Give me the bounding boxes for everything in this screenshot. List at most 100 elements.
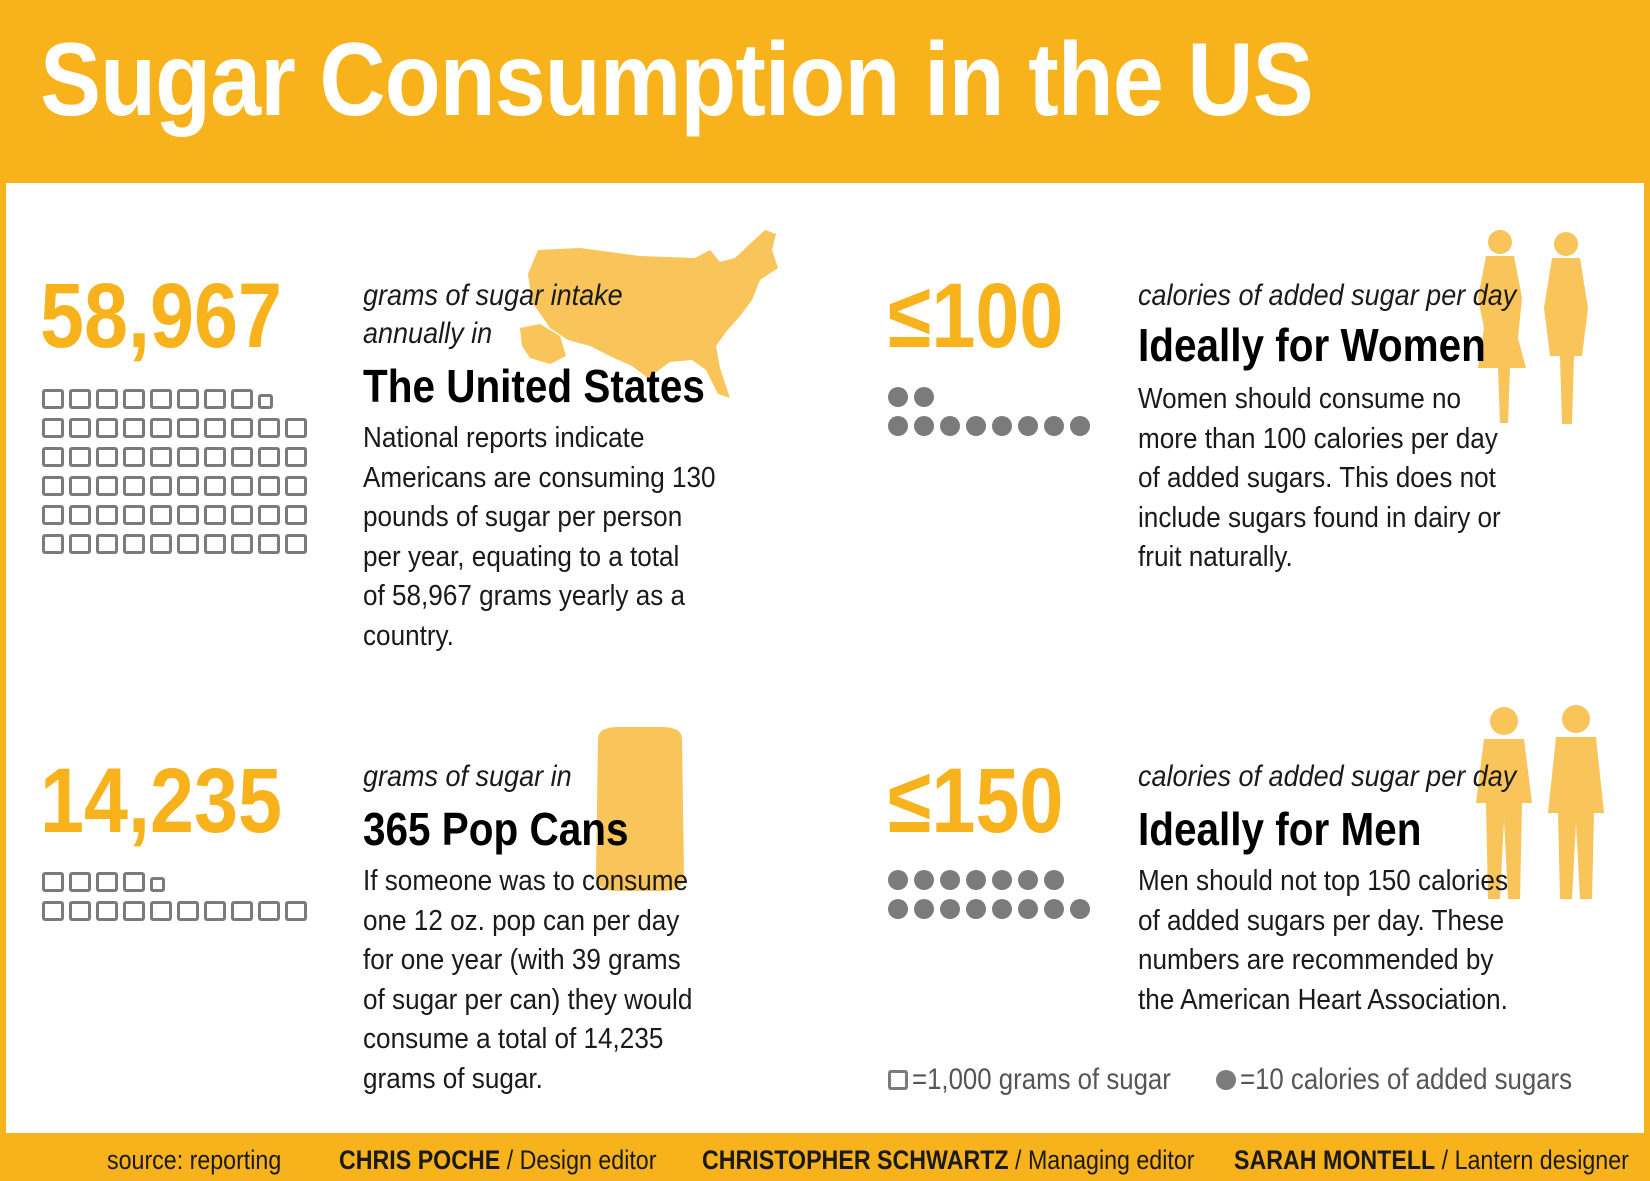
women-body: Women should consume no more than 100 ca… bbox=[1138, 383, 1501, 573]
calorie-dot-icon bbox=[914, 870, 934, 890]
page-title: Sugar Consumption in the US bbox=[40, 22, 1314, 138]
sugar-square-icon bbox=[150, 447, 172, 467]
men-silhouette-icon bbox=[1476, 705, 1604, 899]
sugar-square-icon bbox=[42, 418, 64, 438]
sugar-square-icon bbox=[69, 872, 91, 892]
credit-1-role: / Design editor bbox=[500, 1145, 657, 1175]
pop-body: If someone was to consume one 12 oz. pop… bbox=[363, 865, 693, 1095]
sugar-square-icon bbox=[123, 476, 145, 496]
calorie-dot-icon bbox=[888, 416, 908, 436]
calorie-dot-icon bbox=[966, 899, 986, 919]
sugar-square-icon bbox=[258, 418, 280, 438]
sugar-square-icon bbox=[96, 534, 118, 554]
sugar-square-icon bbox=[231, 389, 253, 409]
sugar-square-icon bbox=[231, 901, 253, 921]
sugar-square-icon bbox=[123, 505, 145, 525]
sugar-square-icon bbox=[69, 418, 91, 438]
sugar-square-icon bbox=[42, 389, 64, 409]
sugar-square-icon bbox=[204, 476, 226, 496]
women-silhouette-icon bbox=[1478, 230, 1588, 424]
calorie-dot-icon bbox=[992, 416, 1012, 436]
sugar-square-icon bbox=[150, 505, 172, 525]
sugar-square-icon bbox=[123, 534, 145, 554]
dot-row bbox=[888, 899, 1090, 919]
square-row bbox=[42, 534, 307, 554]
sugar-square-icon bbox=[231, 534, 253, 554]
calorie-dot-icon bbox=[1044, 416, 1064, 436]
sugar-square-icon bbox=[150, 418, 172, 438]
sugar-square-icon bbox=[285, 418, 307, 438]
square-row bbox=[42, 872, 307, 892]
sugar-square-icon bbox=[258, 476, 280, 496]
square-row bbox=[42, 505, 307, 525]
calorie-dot-icon bbox=[966, 870, 986, 890]
men-subtitle: calories of added sugar per day bbox=[1138, 760, 1517, 793]
calorie-dot-icon bbox=[888, 899, 908, 919]
women-subtitle: calories of added sugar per day bbox=[1138, 279, 1517, 312]
sugar-square-icon bbox=[42, 505, 64, 525]
square-row bbox=[42, 901, 307, 921]
sugar-square-icon bbox=[69, 901, 91, 921]
women-heading: Ideally for Women bbox=[1138, 319, 1486, 371]
sugar-square-icon bbox=[96, 505, 118, 525]
sugar-square-icon bbox=[123, 872, 145, 892]
calorie-dot-icon bbox=[888, 870, 908, 890]
us-subtitle-1: grams of sugar intake bbox=[363, 279, 623, 312]
calorie-dot-icon bbox=[1070, 899, 1090, 919]
legend-dot: =10 calories of added sugars bbox=[1216, 1063, 1626, 1097]
calorie-dot-icon bbox=[992, 899, 1012, 919]
us-value: 58,967 bbox=[40, 265, 282, 367]
legend-square-label: =1,000 grams of sugar bbox=[912, 1063, 1171, 1096]
sugar-square-icon bbox=[204, 505, 226, 525]
content-panel bbox=[6, 183, 1644, 1133]
sugar-square-icon bbox=[177, 389, 199, 409]
sugar-square-icon bbox=[96, 901, 118, 921]
dot-row bbox=[888, 416, 1090, 436]
calorie-dot-icon bbox=[1018, 416, 1038, 436]
sugar-square-icon bbox=[177, 447, 199, 467]
legend-square-icon bbox=[888, 1070, 908, 1090]
credit-2-role: / Managing editor bbox=[1008, 1145, 1195, 1175]
sugar-square-icon bbox=[177, 901, 199, 921]
footer-credit-1: CHRIS POCHE / Design editor bbox=[339, 1142, 656, 1178]
sugar-square-icon bbox=[123, 389, 145, 409]
sugar-square-icon bbox=[150, 476, 172, 496]
sugar-square-icon bbox=[150, 534, 172, 554]
sugar-square-icon bbox=[42, 872, 64, 892]
footer: source: reporting CHRIS POCHE / Design e… bbox=[0, 1142, 1650, 1178]
women-calorie-dots bbox=[888, 387, 1090, 436]
sugar-square-icon bbox=[123, 418, 145, 438]
us-body: National reports indicate Americans are … bbox=[363, 422, 716, 652]
sugar-square-icon bbox=[258, 901, 280, 921]
footer-credit-2: CHRISTOPHER SCHWARTZ / Managing editor bbox=[702, 1142, 1194, 1178]
sugar-square-icon bbox=[42, 901, 64, 921]
footer-credit-3: SARAH MONTELL / Lantern designer bbox=[1234, 1142, 1629, 1178]
us-sugar-squares bbox=[42, 389, 307, 554]
pop-heading: 365 Pop Cans bbox=[363, 803, 629, 855]
calorie-dot-icon bbox=[888, 387, 908, 407]
legend-dot-label: =10 calories of added sugars bbox=[1240, 1063, 1573, 1096]
calorie-dot-icon bbox=[940, 870, 960, 890]
sugar-square-icon bbox=[69, 389, 91, 409]
sugar-square-icon bbox=[96, 872, 118, 892]
women-value: ≤100 bbox=[888, 265, 1064, 367]
square-row bbox=[42, 389, 307, 409]
calorie-dot-icon bbox=[1018, 870, 1038, 890]
pop-subtitle: grams of sugar in bbox=[363, 760, 572, 793]
sugar-square-icon bbox=[69, 447, 91, 467]
calorie-dot-icon bbox=[992, 870, 1012, 890]
calorie-dot-icon bbox=[914, 387, 934, 407]
sugar-square-icon bbox=[258, 505, 280, 525]
dot-row bbox=[888, 387, 1090, 407]
sugar-square-icon bbox=[204, 389, 226, 409]
credit-3-name: SARAH MONTELL bbox=[1234, 1145, 1436, 1175]
sugar-square-icon bbox=[177, 418, 199, 438]
footer-source: source: reporting bbox=[107, 1145, 282, 1175]
sugar-square-icon bbox=[69, 505, 91, 525]
calorie-dot-icon bbox=[1018, 899, 1038, 919]
sugar-square-icon bbox=[231, 505, 253, 525]
square-row bbox=[42, 476, 307, 496]
pop-can-icon bbox=[596, 727, 684, 891]
calorie-dot-icon bbox=[1044, 899, 1064, 919]
calorie-dot-icon bbox=[1070, 416, 1090, 436]
